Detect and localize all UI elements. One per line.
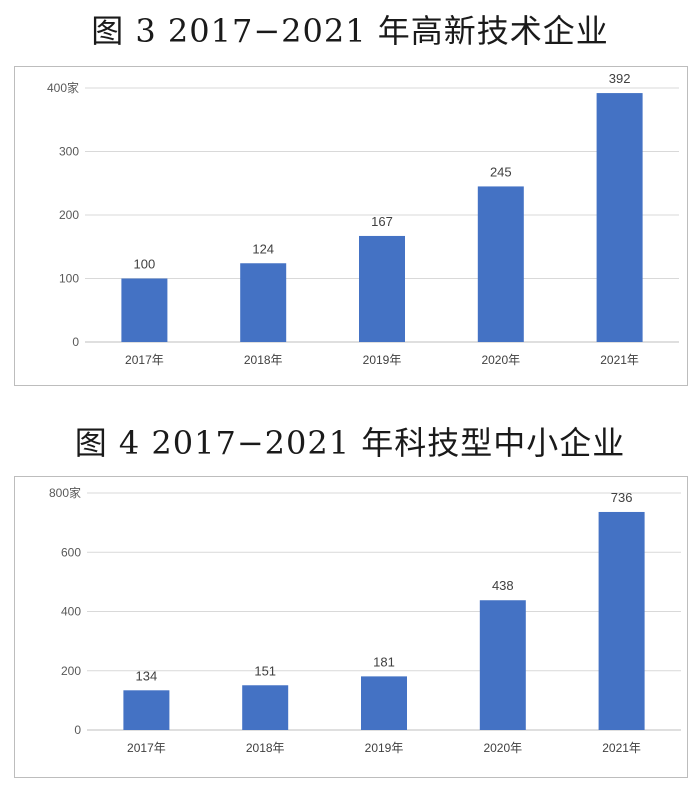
bar <box>479 600 526 730</box>
y-tick-label: 100 <box>59 272 79 286</box>
bar <box>123 690 170 730</box>
x-category-label: 2021年 <box>602 741 641 755</box>
x-category-label: 2018年 <box>244 353 283 367</box>
data-label: 100 <box>134 257 156 272</box>
x-category-label: 2019年 <box>363 353 402 367</box>
data-label: 134 <box>136 668 158 683</box>
bar <box>477 186 524 342</box>
bar <box>598 511 645 730</box>
y-tick-label: 0 <box>74 723 81 737</box>
x-category-label: 2018年 <box>246 741 285 755</box>
data-label: 167 <box>371 214 393 229</box>
y-tick-label: 600 <box>61 545 81 559</box>
bar <box>242 685 289 730</box>
data-label: 181 <box>373 654 395 669</box>
y-tick-label: 200 <box>59 208 79 222</box>
bar <box>361 676 407 730</box>
data-label: 438 <box>492 578 514 593</box>
bar-chart-hightech-enterprises: 0 100 200 300 400家 100 2017年 124 2018年 167 2019年 24… <box>47 71 679 367</box>
figure-4-title: 图 4 2017−2021 年科技型中小企业 <box>74 424 626 462</box>
data-label: 151 <box>254 663 276 678</box>
chart-panel-sme: 0 200 400 600 800家 134 2017年 151 2018年 181 2019年 43… <box>14 476 688 778</box>
figure-3-title: 图 3 2017−2021 年高新技术企业 <box>91 12 609 50</box>
bar-chart-tech-smes: 0 200 400 600 800家 134 2017年 151 2018年 181 2019年 43… <box>49 485 681 755</box>
chart-panel-hightech: 0 100 200 300 400家 100 2017年 124 2018年 167 2019年 24… <box>14 66 688 386</box>
bar <box>596 93 643 342</box>
y-tick-label: 0 <box>72 335 79 349</box>
data-label: 736 <box>611 490 633 505</box>
x-category-label: 2020年 <box>483 741 522 755</box>
bar <box>240 263 287 342</box>
y-tick-label: 200 <box>61 664 81 678</box>
data-label: 245 <box>490 164 512 179</box>
x-category-label: 2019年 <box>365 741 404 755</box>
y-tick-label: 300 <box>59 145 79 159</box>
data-label: 392 <box>609 71 631 86</box>
x-category-label: 2021年 <box>600 353 639 367</box>
data-label: 124 <box>252 241 274 256</box>
bar <box>359 235 405 342</box>
bar <box>121 278 168 342</box>
x-category-label: 2017年 <box>127 741 166 755</box>
y-tick-label: 400 <box>61 605 81 619</box>
x-category-label: 2017年 <box>125 353 164 367</box>
y-tick-label: 800家 <box>49 485 81 500</box>
y-tick-label: 400家 <box>47 80 79 95</box>
x-category-label: 2020年 <box>481 353 520 367</box>
